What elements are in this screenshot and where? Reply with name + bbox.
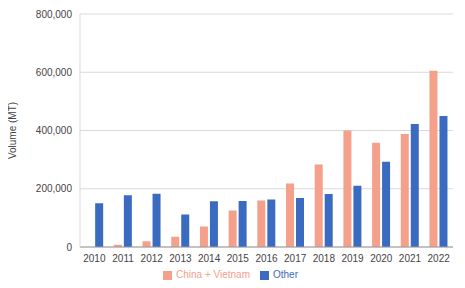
html-text:China + Vietnam: China + Vietnam (176, 269, 250, 280)
svg-text:0: 0 (66, 242, 72, 253)
svg-text:2020: 2020 (370, 253, 393, 264)
svg-text:400,000: 400,000 (36, 125, 73, 136)
html-text:Other: Other (273, 269, 298, 280)
svg-text:2021: 2021 (399, 253, 422, 264)
svg-text:600,000: 600,000 (36, 67, 73, 78)
svg-text:2014: 2014 (198, 253, 221, 264)
svg-text:2011: 2011 (112, 253, 134, 264)
svg-text:2016: 2016 (255, 253, 278, 264)
svg-text:2015: 2015 (227, 253, 250, 264)
svg-text:Volume (MT): Volume (MT) (8, 102, 18, 159)
svg-text:2012: 2012 (141, 253, 164, 264)
svg-text:2018: 2018 (313, 253, 336, 264)
svg-text:2019: 2019 (341, 253, 364, 264)
svg-text:2022: 2022 (428, 253, 451, 264)
svg-text:800,000: 800,000 (36, 9, 73, 20)
svg-text:2013: 2013 (169, 253, 192, 264)
svg-text:2010: 2010 (83, 253, 106, 264)
svg-text:2017: 2017 (284, 253, 307, 264)
svg-text:200,000: 200,000 (36, 183, 73, 194)
